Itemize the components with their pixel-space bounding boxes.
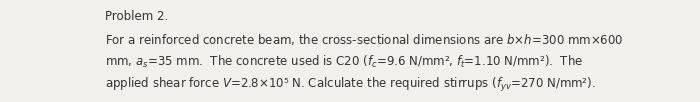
Text: applied shear force $V$=2.8×10⁵ N. Calculate the required stirrups ($f_{yv}$=270: applied shear force $V$=2.8×10⁵ N. Calcu…: [105, 76, 596, 94]
Text: mm, $a_s$=35 mm.  The concrete used is C20 ($f_c$=9.6 N/mm², $f_t$=1.10 N/mm²). : mm, $a_s$=35 mm. The concrete used is C2…: [105, 54, 583, 70]
Text: Problem 2.: Problem 2.: [105, 10, 168, 23]
Text: For a reinforced concrete beam, the cross-sectional dimensions are $b{\times}h$=: For a reinforced concrete beam, the cros…: [105, 32, 624, 47]
